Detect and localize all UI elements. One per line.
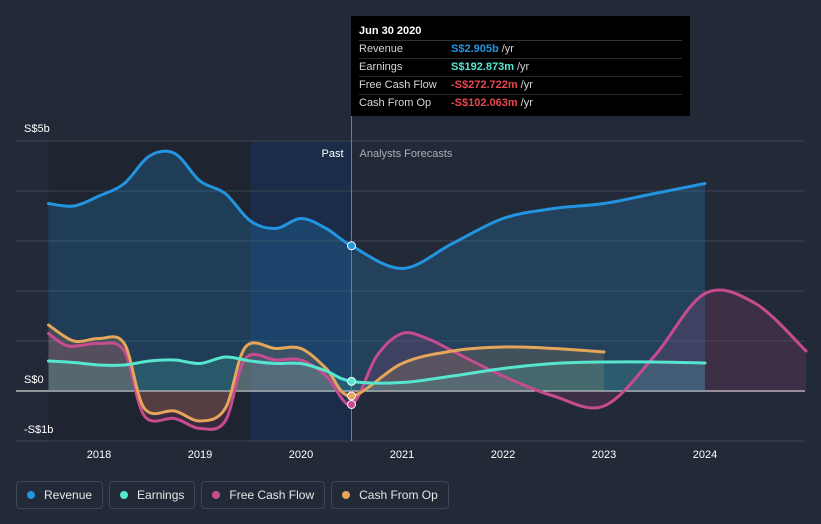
x-tick-label: 2020 bbox=[289, 449, 313, 461]
y-tick-label: S$5b bbox=[24, 123, 50, 135]
legend-dot-icon bbox=[27, 491, 35, 499]
tooltip-row-free-cash-flow: Free Cash Flow -S$272.722m /yr bbox=[359, 77, 682, 95]
tooltip-value: S$2.905b bbox=[451, 43, 499, 55]
x-tick-label: 2023 bbox=[592, 449, 616, 461]
tooltip-unit: /yr bbox=[517, 61, 530, 73]
tooltip-row-revenue: Revenue S$2.905b /yr bbox=[359, 41, 682, 59]
tooltip-unit: /yr bbox=[501, 43, 514, 55]
legend-label: Cash From Op bbox=[359, 488, 438, 502]
free-cash-flow-marker bbox=[347, 400, 356, 409]
legend-dot-icon bbox=[120, 491, 129, 499]
tooltip-label: Earnings bbox=[359, 61, 403, 73]
tooltip-label: Free Cash Flow bbox=[359, 79, 437, 91]
x-tick-label: 2019 bbox=[188, 449, 212, 461]
free-cash-flow-area bbox=[48, 289, 806, 430]
tooltip-value: S$192.873m bbox=[451, 61, 514, 73]
revenue-line bbox=[47, 149, 707, 271]
free-cash-flow-line bbox=[47, 288, 808, 431]
legend-item-revenue[interactable]: Revenue bbox=[16, 481, 104, 509]
cash-from-op-area bbox=[48, 325, 604, 422]
x-tick-label: 2024 bbox=[693, 449, 717, 461]
data-tooltip: Jun 30 2020 Revenue S$2.905b /yr Earning… bbox=[351, 16, 690, 116]
earnings-marker bbox=[347, 376, 356, 386]
legend-item-cash-from-op[interactable]: Cash From Op bbox=[331, 481, 449, 509]
legend-item-earnings[interactable]: Earnings bbox=[109, 481, 196, 509]
legend-label: Revenue bbox=[44, 488, 93, 502]
tooltip-value: -S$102.063m bbox=[451, 97, 518, 109]
tooltip-unit: /yr bbox=[520, 97, 533, 109]
legend-label: Free Cash Flow bbox=[229, 488, 315, 502]
tooltip-label: Revenue bbox=[359, 43, 404, 55]
x-tick-label: 2021 bbox=[390, 449, 414, 461]
revenue-marker bbox=[347, 241, 356, 251]
tooltip-label: Cash From Op bbox=[359, 97, 432, 109]
chart-legend: Revenue Earnings Free Cash Flow Cash Fro… bbox=[16, 481, 449, 509]
forecast-label: Analysts Forecasts bbox=[360, 148, 453, 160]
earnings-line bbox=[47, 355, 707, 385]
legend-dot-icon bbox=[212, 491, 221, 499]
y-tick-label: S$0 bbox=[24, 374, 44, 386]
tooltip-unit: /yr bbox=[520, 79, 533, 91]
legend-dot-icon bbox=[342, 491, 351, 499]
x-tick-label: 2018 bbox=[87, 449, 111, 461]
cash-from-op-marker bbox=[347, 391, 356, 401]
legend-item-free-cash-flow[interactable]: Free Cash Flow bbox=[201, 481, 326, 509]
x-tick-label: 2022 bbox=[491, 449, 515, 461]
tooltip-date: Jun 30 2020 bbox=[359, 23, 682, 41]
tooltip-row-earnings: Earnings S$192.873m /yr bbox=[359, 59, 682, 77]
cash-from-op-line bbox=[47, 323, 606, 423]
legend-label: Earnings bbox=[137, 488, 185, 502]
tooltip-row-cash-from-op: Cash From Op -S$102.063m /yr bbox=[359, 95, 682, 112]
tooltip-value: -S$272.722m bbox=[451, 79, 518, 91]
past-label: Past bbox=[321, 148, 343, 160]
y-tick-label: -S$1b bbox=[24, 424, 53, 436]
